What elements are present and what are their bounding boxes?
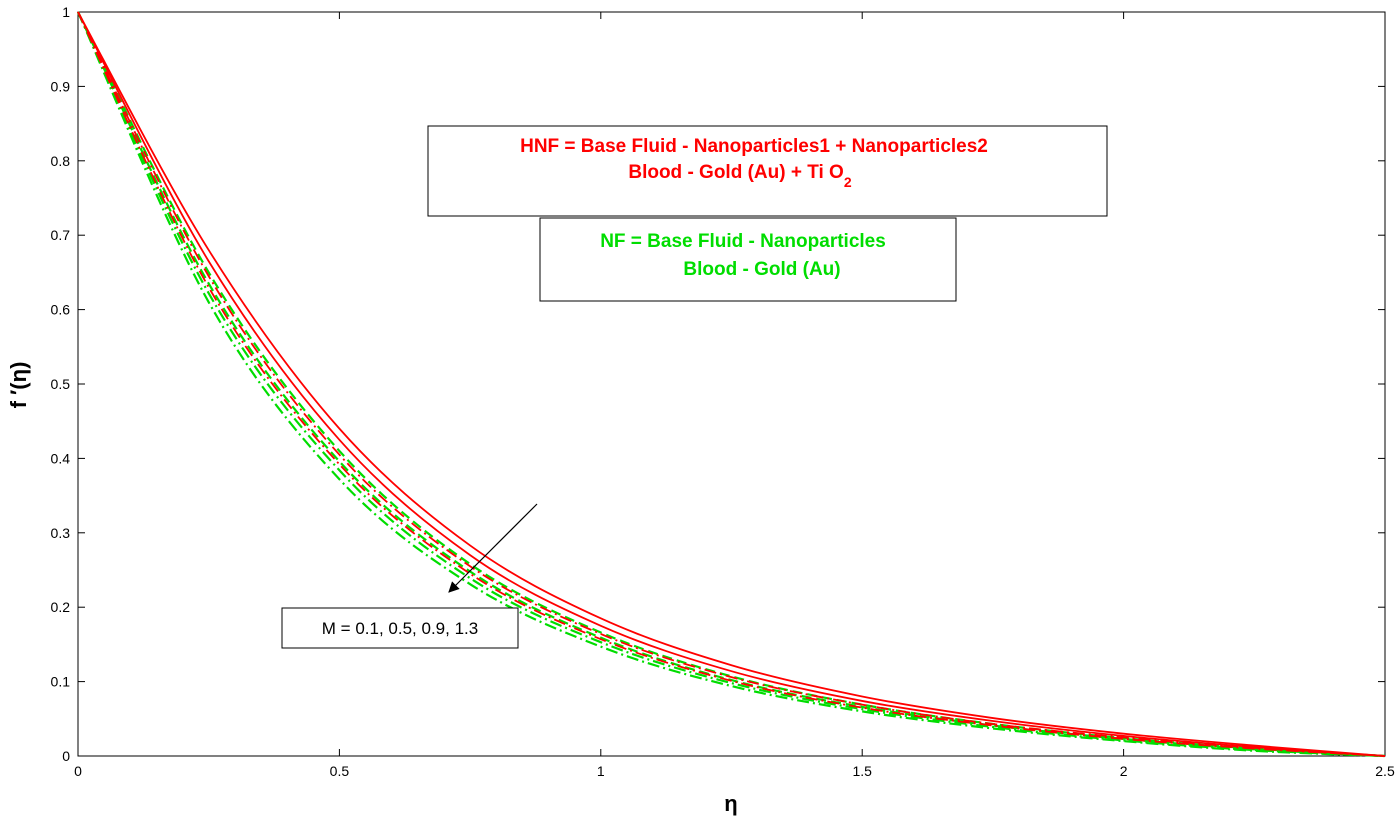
x-tick-label: 1.5 (852, 763, 872, 779)
hnf-annotation-box (427, 125, 1108, 217)
y-tick-label: 0.8 (51, 153, 71, 169)
hnf-annotation-line2-subscript: 2 (844, 174, 852, 190)
series-line-hnf-3 (77, 11, 1386, 757)
y-tick-label: 0.9 (51, 78, 71, 94)
hnf-annotation-line1: HNF = Base Fluid - Nanoparticles1 + Nano… (520, 136, 988, 157)
x-tick-label: 2.5 (1375, 763, 1395, 779)
y-tick-label: 1 (62, 4, 70, 20)
series-line-hnf-2 (77, 11, 1386, 757)
y-tick-label: 0.2 (51, 599, 71, 615)
series-layer (76, 11, 1386, 758)
y-axis-label: f ′(η) (6, 362, 31, 409)
y-tick-label: 0.6 (51, 302, 71, 318)
x-tick-label: 2 (1120, 763, 1128, 779)
y-tick-label: 0 (62, 748, 70, 764)
nf-annotation-box (539, 217, 957, 302)
parameter-arrow (448, 503, 538, 593)
parameter-box (281, 607, 519, 649)
x-tick-label: 0 (74, 763, 82, 779)
y-tick-label: 0.4 (51, 450, 71, 466)
x-tick-label: 0.5 (330, 763, 350, 779)
axis-ticks: 0 0.5 1 1.5 2 2.5 0 0.1 0.2 0.3 0.4 0.5 0.6 0.7 0.8 0.9… (51, 4, 1395, 779)
y-tick-label: 0.1 (51, 674, 71, 690)
series-line-nf-6 (77, 11, 1386, 758)
y-tick-label: 0.7 (51, 227, 71, 243)
y-tick-label: 0.5 (51, 376, 71, 392)
series-line-hnf-0 (77, 11, 1386, 757)
hnf-annotation-line2: Blood - Gold (Au) + Ti O2 (628, 162, 852, 190)
series-line-hnf-1 (77, 11, 1386, 757)
parameter-text: M = 0.1, 0.5, 0.9, 1.3 (322, 619, 478, 638)
x-axis-label: η (724, 791, 737, 816)
x-tick-label: 1 (597, 763, 605, 779)
nf-annotation-line2: Blood - Gold (Au) (683, 259, 840, 280)
series-line-nf-5 (77, 11, 1386, 758)
y-tick-label: 0.3 (51, 525, 71, 541)
nf-annotation-line1: NF = Base Fluid - Nanoparticles (600, 231, 886, 252)
hnf-annotation-line2-main: Blood - Gold (Au) + Ti O (628, 162, 844, 183)
